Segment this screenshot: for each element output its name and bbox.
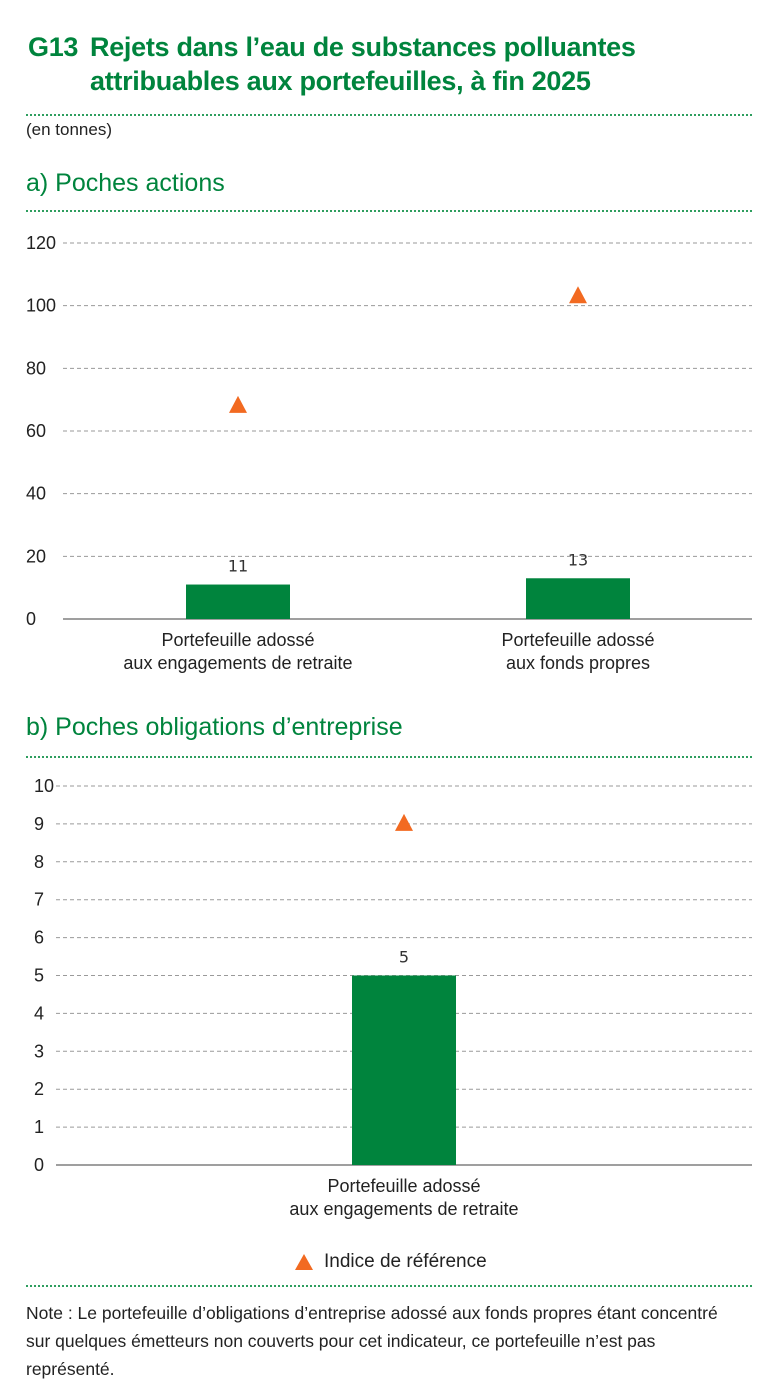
y-tick-label: 4	[34, 1003, 44, 1023]
title-line-1: Rejets dans l’eau de substances polluant…	[90, 32, 636, 62]
unit-label: (en tonnes)	[26, 120, 112, 139]
data-label: 5	[399, 948, 409, 967]
y-tick-label: 10	[34, 776, 54, 796]
legend: Indice de référence	[294, 1251, 487, 1273]
y-tick-label: 40	[26, 484, 46, 504]
y-tick-label: 5	[34, 966, 44, 986]
y-tick-label: 60	[26, 421, 46, 441]
y-tick-label: 100	[26, 296, 56, 316]
triangle-icon	[295, 1254, 313, 1270]
chart-panel-b: 0 1 2 3 4 5 6 7 8 9 10 5 Portefeuille adossé aux enga…	[34, 776, 752, 1219]
y-tick-label: 1	[34, 1117, 44, 1137]
category-label: aux engagements de retraite	[289, 1199, 518, 1219]
benchmark-marker	[229, 395, 247, 413]
y-tick-label: 0	[26, 609, 36, 629]
bar	[352, 975, 456, 1165]
y-tick-label: 120	[26, 233, 56, 253]
panel-b-title: b) Poches obligations d’entreprise	[26, 713, 403, 741]
y-tick-label: 6	[34, 928, 44, 948]
y-tick-label: 0	[34, 1155, 44, 1175]
y-tick-label: 8	[34, 852, 44, 872]
benchmark-marker	[569, 286, 587, 304]
bar	[186, 584, 290, 619]
title-line-2: attribuables aux portefeuilles, à fin 20…	[90, 66, 591, 96]
legend-label: Indice de référence	[324, 1251, 487, 1272]
y-tick-label: 2	[34, 1079, 44, 1099]
category-label: Portefeuille adossé	[161, 630, 314, 650]
y-tick-label: 80	[26, 358, 46, 378]
chart-panel-a: 0 20 40 60 80 100 120 11 Portefeuille adossé aux …	[26, 233, 752, 673]
category-label: Portefeuille adossé	[501, 630, 654, 650]
y-tick-label: 9	[34, 814, 44, 834]
divider	[26, 756, 752, 758]
y-tick-label: 3	[34, 1041, 44, 1061]
divider	[26, 1285, 752, 1287]
panel-a-title: a) Poches actions	[26, 169, 225, 197]
divider	[26, 114, 752, 116]
benchmark-marker	[395, 813, 413, 831]
category-label: Portefeuille adossé	[327, 1176, 480, 1196]
category-label: aux engagements de retraite	[123, 653, 352, 673]
divider	[26, 210, 752, 212]
bar	[526, 578, 630, 619]
data-label: 13	[568, 550, 588, 569]
category-label: aux fonds propres	[506, 653, 650, 673]
data-label: 11	[228, 557, 248, 576]
y-tick-label: 7	[34, 890, 44, 910]
note: Note : Le portefeuille d’obligations d’e…	[26, 1303, 718, 1379]
figure-number: G13	[28, 32, 79, 62]
y-tick-label: 20	[26, 546, 46, 566]
